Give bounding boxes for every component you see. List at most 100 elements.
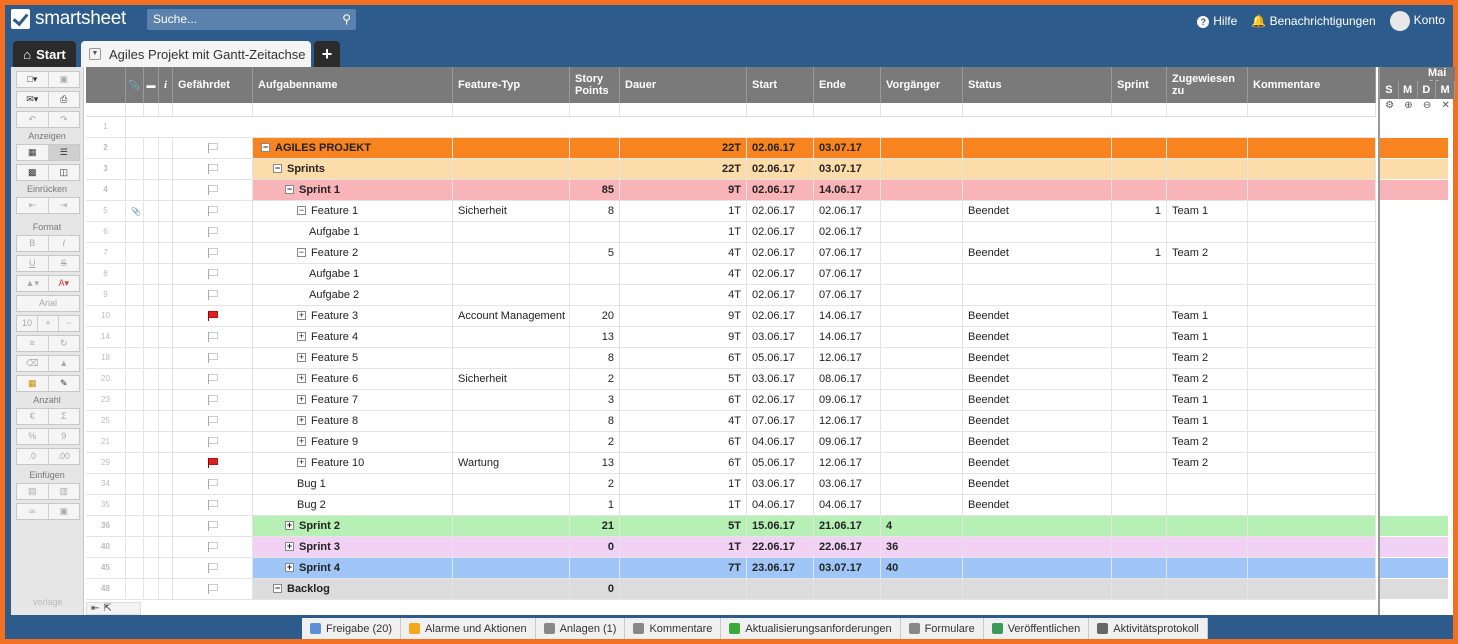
table-row[interactable]: 2 − AGILES PROJEKT 22T 02.06.17 03.07.17 xyxy=(86,138,1376,159)
cell-end[interactable]: 03.07.17 xyxy=(814,138,881,158)
bottom-tab[interactable]: Formulare xyxy=(901,618,984,639)
comment-icon[interactable]: ▬ xyxy=(144,67,159,103)
cell-points[interactable]: 8 xyxy=(570,411,620,431)
cell-status[interactable]: Beendet xyxy=(963,201,1112,221)
cell-feature[interactable] xyxy=(453,348,570,368)
cell-comment[interactable] xyxy=(144,453,159,473)
cell-attach[interactable] xyxy=(126,390,144,410)
cell-status[interactable]: Beendet xyxy=(963,432,1112,452)
cell-attach[interactable]: 📎 xyxy=(126,201,144,221)
cell-comment[interactable] xyxy=(144,222,159,242)
cell-comments[interactable] xyxy=(1248,138,1376,158)
cell-feature[interactable] xyxy=(453,495,570,515)
table-row[interactable]: 40 + Sprint 3 0 1T 22.06.17 22.06.17 36 xyxy=(86,537,1376,558)
cell-task[interactable]: − Sprints xyxy=(253,159,453,179)
cell-assigned[interactable] xyxy=(1167,537,1248,557)
new-icon[interactable]: □▾ xyxy=(17,72,49,87)
cell-task[interactable]: − Feature 1 xyxy=(253,201,453,221)
expand-icon[interactable]: + xyxy=(297,351,306,362)
cell-assigned[interactable] xyxy=(1167,474,1248,494)
cell-comments[interactable] xyxy=(1248,369,1376,389)
flag-icon[interactable] xyxy=(208,416,218,426)
cell-status[interactable] xyxy=(963,558,1112,578)
table-row[interactable]: 35 Bug 2 1 1T 04.06.17 04.06.17 Beendet xyxy=(86,495,1376,516)
cell-points[interactable] xyxy=(570,222,620,242)
cell-feature[interactable] xyxy=(453,264,570,284)
table-row[interactable]: 18 + Feature 5 8 6T 05.06.17 12.06.17 Beendet Te… xyxy=(86,348,1376,369)
cell-end[interactable]: 12.06.17 xyxy=(814,453,881,473)
cell-sprint[interactable] xyxy=(1112,138,1167,158)
table-row[interactable]: 34 Bug 1 2 1T 03.06.17 03.06.17 Beendet xyxy=(86,474,1376,495)
cell-attach[interactable] xyxy=(126,180,144,200)
cell-attach[interactable] xyxy=(126,537,144,557)
cell-at_risk[interactable] xyxy=(173,411,253,431)
cell-pred[interactable] xyxy=(881,432,963,452)
cell-duration[interactable]: 4T xyxy=(620,285,747,305)
flag-icon[interactable] xyxy=(208,143,218,153)
cell-points[interactable]: 2 xyxy=(570,369,620,389)
cell-assigned[interactable]: Team 1 xyxy=(1167,201,1248,221)
cell-duration[interactable]: 9T xyxy=(620,180,747,200)
cell-at_risk[interactable] xyxy=(173,285,253,305)
cell-info[interactable] xyxy=(159,159,173,179)
cell-start[interactable]: 02.06.17 xyxy=(747,138,814,158)
cell-attach[interactable] xyxy=(126,285,144,305)
cell-status[interactable]: Beendet xyxy=(963,411,1112,431)
cell-points[interactable]: 2 xyxy=(570,474,620,494)
flag-icon[interactable] xyxy=(208,374,218,384)
cell-comment[interactable] xyxy=(144,558,159,578)
cell-comment[interactable] xyxy=(144,411,159,431)
cell-comment[interactable] xyxy=(144,327,159,347)
cell-points[interactable]: 3 xyxy=(570,390,620,410)
cell-pred[interactable] xyxy=(881,243,963,263)
cell-attach[interactable] xyxy=(126,558,144,578)
flag-icon[interactable] xyxy=(208,395,218,405)
cell-feature[interactable]: Wartung xyxy=(453,453,570,473)
cell-task[interactable]: + Feature 5 xyxy=(253,348,453,368)
bottom-tab[interactable]: Aktualisierungsanforderungen xyxy=(721,618,901,639)
cell-task[interactable]: + Feature 9 xyxy=(253,432,453,452)
smartsheet-logo[interactable]: smartsheet xyxy=(11,8,126,30)
cell-pred[interactable] xyxy=(881,474,963,494)
tab-sheet[interactable]: ▼ Agiles Projekt mit Gantt-Zeitachse xyxy=(81,41,311,67)
cell-status[interactable] xyxy=(963,285,1112,305)
cell-comment[interactable] xyxy=(144,264,159,284)
font-select[interactable]: Arial xyxy=(16,295,80,312)
cell-points[interactable]: 1 xyxy=(570,495,620,515)
decrease-decimal-button[interactable]: .0 xyxy=(17,449,49,464)
cell-pred[interactable] xyxy=(881,495,963,515)
cell-duration[interactable] xyxy=(620,579,747,599)
cell-status[interactable]: Beendet xyxy=(963,474,1112,494)
table-row[interactable]: 29 + Feature 10 Wartung 13 6T 05.06.17 12.06.17… xyxy=(86,453,1376,474)
cell-feature[interactable] xyxy=(453,537,570,557)
cell-pred[interactable] xyxy=(881,327,963,347)
cell-info[interactable] xyxy=(159,222,173,242)
cell-sprint[interactable] xyxy=(1112,222,1167,242)
column-header-sprint[interactable]: Sprint xyxy=(1112,67,1167,103)
cell-points[interactable] xyxy=(570,285,620,305)
cell-comment[interactable] xyxy=(144,285,159,305)
cell-at_risk[interactable] xyxy=(173,516,253,536)
cell-sprint[interactable] xyxy=(1112,369,1167,389)
cell-end[interactable]: 03.06.17 xyxy=(814,474,881,494)
cell-comments[interactable] xyxy=(1248,243,1376,263)
cell-task[interactable]: Bug 2 xyxy=(253,495,453,515)
cell-sprint[interactable] xyxy=(1112,432,1167,452)
expand-icon[interactable]: + xyxy=(297,309,306,320)
cell-task[interactable]: + Feature 10 xyxy=(253,453,453,473)
grid-view-icon[interactable]: ▦ xyxy=(17,145,49,160)
cell-feature[interactable] xyxy=(453,579,570,599)
cell-end[interactable]: 21.06.17 xyxy=(814,516,881,536)
cell-attach[interactable] xyxy=(126,222,144,242)
flag-icon[interactable] xyxy=(208,164,218,174)
flag-icon[interactable] xyxy=(208,542,218,552)
expand-icon[interactable]: + xyxy=(285,540,294,551)
cell-status[interactable]: Beendet xyxy=(963,327,1112,347)
cell-comments[interactable] xyxy=(1248,348,1376,368)
cell-feature[interactable] xyxy=(453,390,570,410)
cell-feature[interactable] xyxy=(453,243,570,263)
save-icon[interactable]: ▣ xyxy=(59,74,68,84)
cell-points[interactable] xyxy=(570,558,620,578)
collapse-icon[interactable]: − xyxy=(297,246,306,257)
cell-pred[interactable] xyxy=(881,411,963,431)
